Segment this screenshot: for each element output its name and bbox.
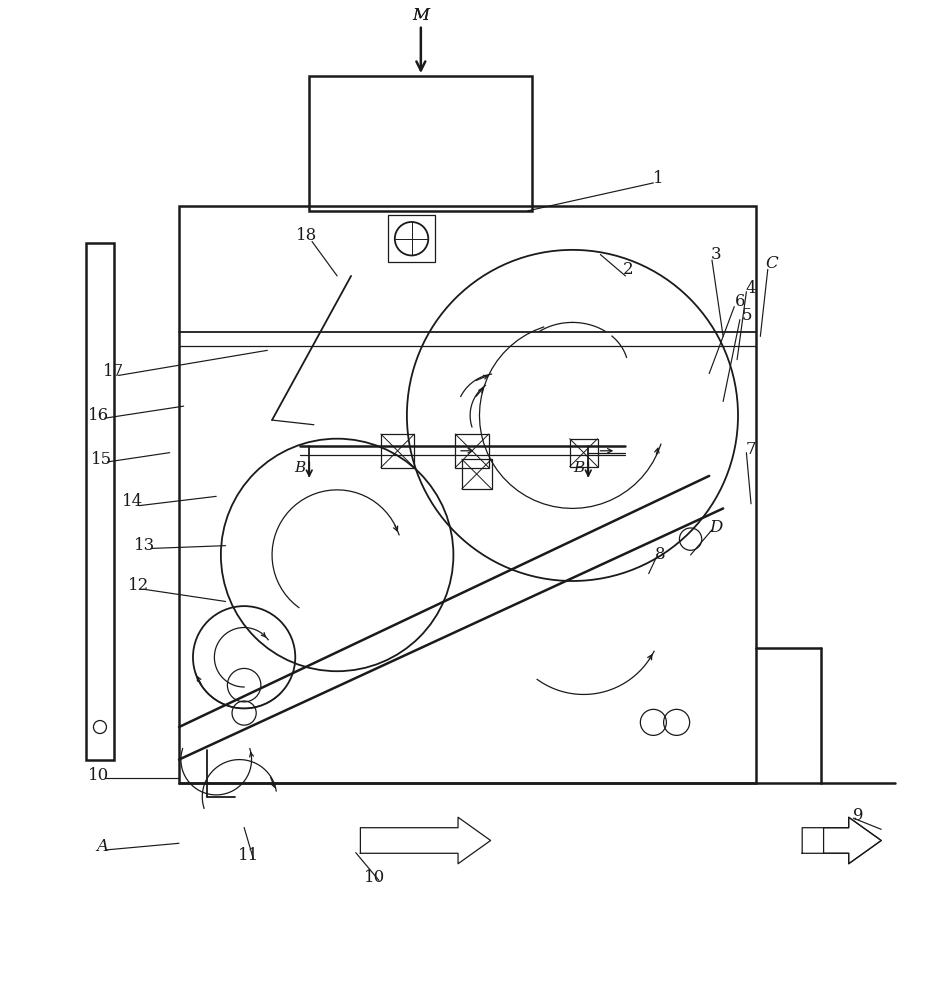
Text: 6: 6 [734, 293, 745, 310]
Bar [380, 434, 414, 468]
Text: D: D [709, 519, 722, 536]
Bar [310, 76, 532, 211]
Text: 7: 7 [746, 441, 756, 458]
Bar [86, 243, 114, 760]
Text: 10: 10 [363, 869, 385, 886]
Text: 5: 5 [741, 307, 751, 324]
Bar [462, 459, 492, 489]
Text: 1: 1 [652, 170, 664, 187]
Text: 12: 12 [128, 577, 150, 594]
Text: B: B [573, 461, 584, 475]
Text: 4: 4 [746, 280, 756, 297]
Text: C: C [766, 255, 778, 272]
Text: 13: 13 [134, 537, 155, 554]
Text: 8: 8 [654, 546, 666, 563]
Text: 15: 15 [92, 451, 112, 468]
Bar [455, 434, 489, 468]
Text: 16: 16 [88, 407, 109, 424]
Bar [569, 439, 598, 467]
Bar [388, 215, 435, 262]
Text: 9: 9 [852, 807, 863, 824]
Text: B: B [295, 461, 306, 475]
Text: M: M [413, 7, 430, 24]
Text: 17: 17 [103, 363, 125, 380]
Text: 14: 14 [122, 493, 143, 510]
Text: 10: 10 [88, 767, 109, 784]
Bar [179, 206, 756, 783]
Text: 11: 11 [238, 847, 260, 864]
Text: 2: 2 [623, 261, 633, 278]
Text: A: A [95, 838, 108, 855]
Text: 3: 3 [711, 246, 721, 263]
Text: 18: 18 [295, 227, 317, 244]
Text: M: M [413, 7, 430, 24]
